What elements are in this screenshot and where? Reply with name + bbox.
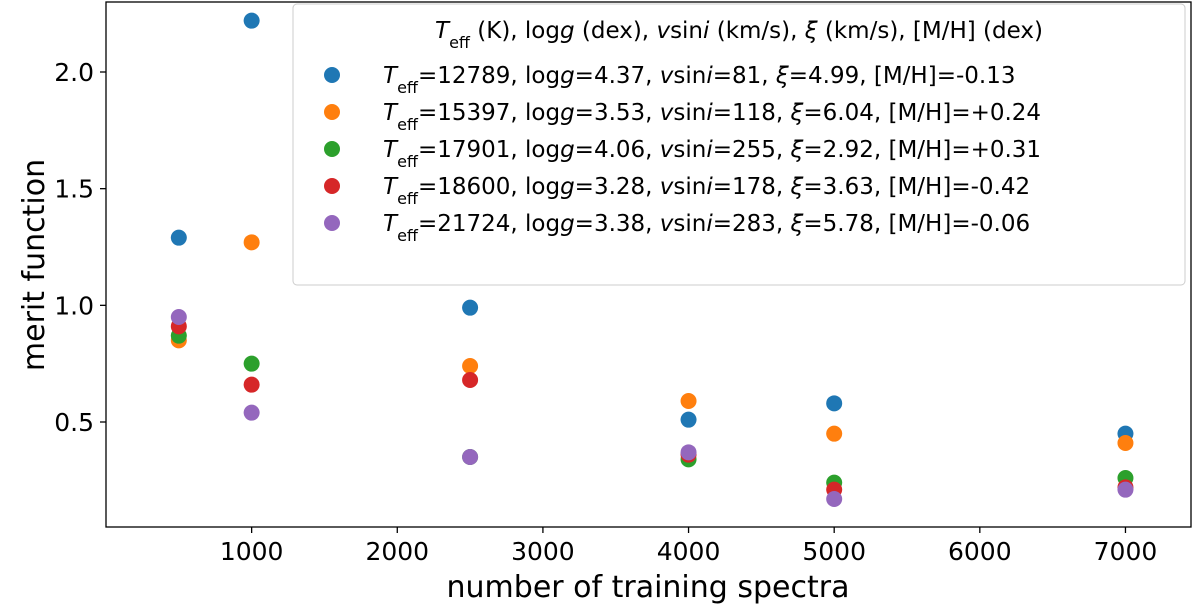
- legend-label-series-1: Teff=12789, logg=4.37, vsini=81, ξ=4.99,…: [383, 63, 1015, 97]
- data-point-series-4: [243, 376, 260, 393]
- x-tick-label: 5000: [802, 537, 866, 566]
- data-point-series-1: [462, 299, 479, 316]
- legend-label-series-4: Teff=18600, logg=3.28, vsini=178, ξ=3.63…: [383, 174, 1030, 208]
- legend-title: Teff (K), logg (dex), vsini (km/s), ξ (k…: [435, 18, 1043, 52]
- data-point-series-5: [826, 491, 843, 507]
- legend: Teff (K), logg (dex), vsini (km/s), ξ (k…: [292, 3, 1186, 286]
- data-point-series-4: [462, 372, 479, 388]
- data-point-series-5: [462, 449, 479, 465]
- data-point-series-2: [462, 358, 479, 374]
- legend-marker-series-2: [324, 104, 340, 120]
- data-point-series-1: [826, 395, 843, 412]
- legend-label-series-5: Teff=21724, logg=3.38, vsini=283, ξ=5.78…: [383, 211, 1030, 245]
- x-tick-label: 4000: [657, 537, 721, 566]
- x-tick-label: 2000: [365, 537, 429, 566]
- x-tick-label: 3000: [511, 537, 575, 566]
- y-tick-label: 2.0: [54, 58, 94, 87]
- data-point-series-5: [1117, 481, 1134, 498]
- legend-marker-series-3: [324, 141, 340, 157]
- data-point-series-2: [680, 393, 697, 409]
- y-axis: 0.5 1.0 1.5 2.0: [54, 58, 106, 437]
- legend-marker-series-4: [324, 178, 340, 194]
- legend-label-series-3: Teff=17901, logg=4.06, vsini=255, ξ=2.92…: [383, 137, 1041, 171]
- y-tick-label: 1.0: [54, 291, 94, 320]
- data-point-series-2: [243, 234, 260, 251]
- data-point-series-1: [680, 411, 697, 428]
- data-point-series-5: [680, 444, 697, 461]
- x-tick-label: 1000: [220, 537, 284, 566]
- data-point-series-5: [243, 404, 260, 421]
- data-points: [170, 12, 1134, 507]
- legend-label-series-2: Teff=15397, logg=3.53, vsini=118, ξ=6.04…: [383, 100, 1041, 134]
- data-point-series-2: [826, 425, 843, 442]
- y-tick-label: 0.5: [54, 408, 94, 437]
- data-point-series-1: [243, 12, 260, 29]
- legend-marker-series-1: [324, 67, 340, 83]
- x-tick-label: 6000: [948, 537, 1012, 566]
- y-tick-label: 1.5: [54, 175, 94, 204]
- y-axis-label: merit function: [17, 159, 52, 371]
- x-tick-label: 7000: [1094, 537, 1158, 566]
- data-point-series-1: [170, 229, 187, 246]
- x-axis-label: number of training spectra: [447, 570, 850, 605]
- plot-frame: [105, 1, 1192, 528]
- data-point-series-2: [1117, 435, 1134, 451]
- legend-box: [292, 3, 1186, 286]
- legend-marker-series-5: [324, 215, 340, 231]
- data-point-series-3: [243, 355, 260, 372]
- data-point-series-5: [170, 309, 187, 325]
- x-axis: 1000 2000 3000 4000 5000 6000 7000: [220, 527, 1157, 566]
